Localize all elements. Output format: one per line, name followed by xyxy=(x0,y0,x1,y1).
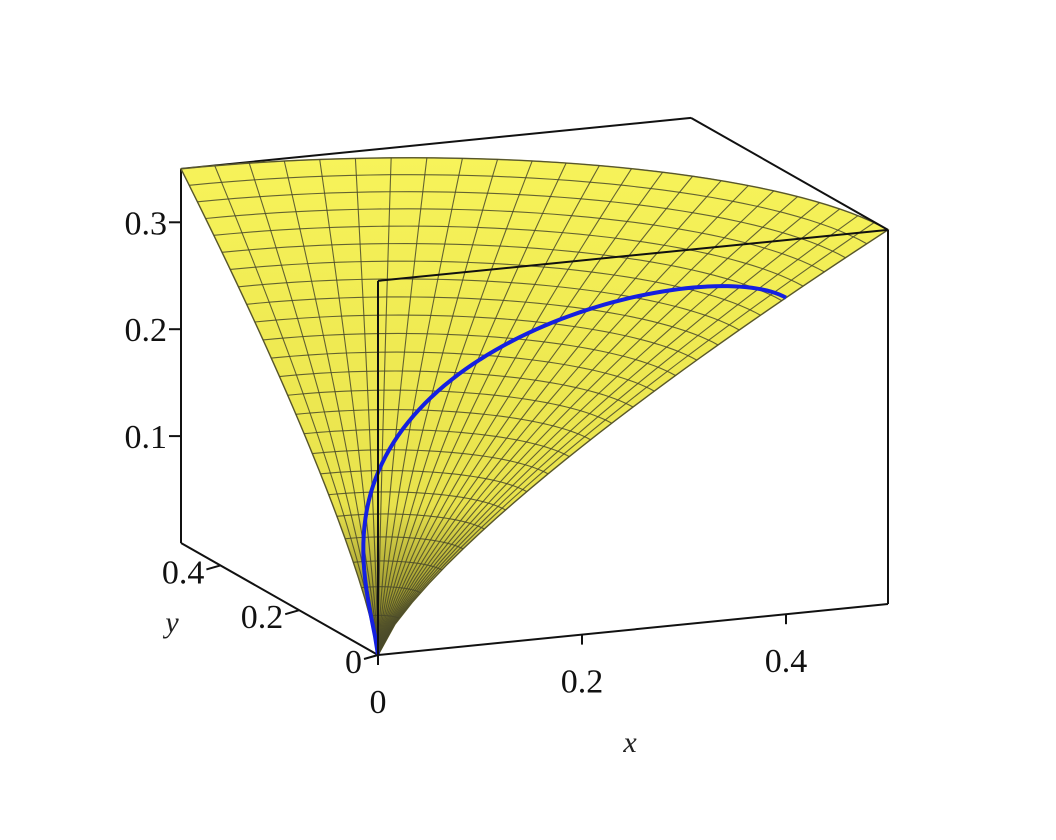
mesh-radial-line xyxy=(377,208,841,656)
y-tick-mark xyxy=(206,564,221,571)
mesh-radial-line xyxy=(377,180,722,656)
box-edge-bottom-left xyxy=(180,542,379,656)
mesh-radial-line xyxy=(377,168,633,656)
x-tick-label: 0 xyxy=(370,684,387,721)
x-axis-label: x xyxy=(622,726,637,759)
mesh-radial-line xyxy=(377,159,499,656)
z-tick-label: 0.1 xyxy=(125,419,168,456)
x-tick-label: 0.4 xyxy=(765,643,808,680)
mesh-radial-line xyxy=(248,162,379,656)
z-tick-label: 0.3 xyxy=(125,205,168,242)
mesh-radial-line xyxy=(377,202,820,656)
y-axis-label: y xyxy=(162,606,179,639)
bounding-box-front xyxy=(377,116,889,656)
surface-mesh xyxy=(180,157,889,656)
mesh-radial-line xyxy=(377,158,463,656)
y-tick-mark xyxy=(363,654,379,660)
mesh-radial-line xyxy=(377,157,392,656)
z-tick-label: 0.2 xyxy=(125,312,168,349)
y-tick-label: 0.2 xyxy=(241,599,284,636)
mesh-radial-line xyxy=(377,175,694,656)
box-edge-bottom-front xyxy=(377,603,889,656)
box-edge-top-back xyxy=(180,116,692,170)
x-tick-label: 0.2 xyxy=(561,664,604,701)
y-tick-mark xyxy=(284,609,300,616)
mesh-radial-line xyxy=(377,171,664,656)
box-edge-top-right xyxy=(690,116,889,231)
mesh-radial-line xyxy=(377,157,428,656)
y-tick-label: 0 xyxy=(345,644,362,681)
y-tick-label: 0.4 xyxy=(162,554,205,591)
mesh-radial-line xyxy=(214,165,379,656)
mesh-radial-line xyxy=(377,162,567,656)
mesh-radial-line xyxy=(377,229,889,656)
box-edge-top-front xyxy=(377,228,889,282)
mesh-radial-line xyxy=(377,165,600,656)
mesh-radial-line xyxy=(377,222,875,656)
semicircle-curve xyxy=(361,284,787,656)
mesh-radial-line xyxy=(319,159,379,656)
mesh-radial-line xyxy=(377,190,775,656)
mesh-radial-line xyxy=(377,196,798,656)
axis-ticks: 0 0.2 0.4 0 0.2 0.4 0.1 0.2 0.3 xyxy=(125,205,808,721)
mesh-radial-line xyxy=(377,160,533,656)
mesh-radial-line xyxy=(354,158,379,656)
mesh-radial-line xyxy=(377,215,859,656)
mesh-radial-line xyxy=(180,168,379,656)
